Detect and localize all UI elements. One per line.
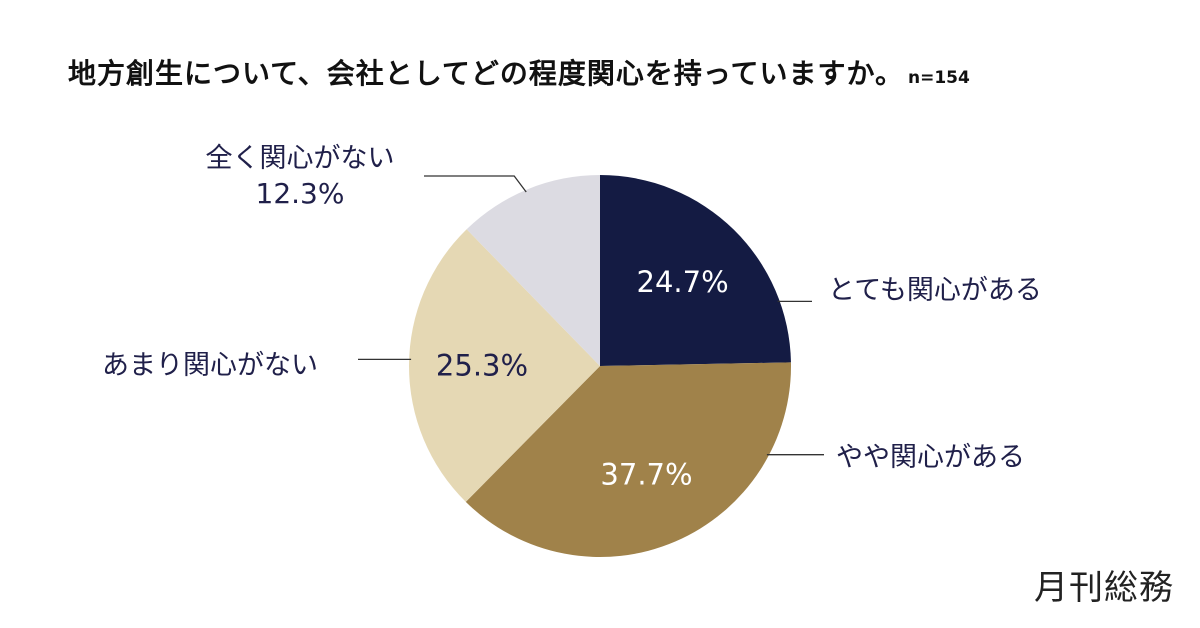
pie-slice-not-very-interested (409, 229, 600, 502)
slice-value-label-somewhat-interested: 37.7% (600, 457, 692, 491)
brand-logo: 月刊総務 (1034, 568, 1174, 608)
slice-label-not-interested: 全く関心がない 12.3% (190, 142, 410, 211)
chart-title-text: 地方創生について、会社としてどの程度関心を持っていますか。 (68, 57, 904, 90)
leader-line-not-interested (424, 175, 527, 193)
pie-slice-not-interested (466, 175, 600, 366)
slice-label-text: やや関心がある (836, 442, 1025, 473)
slice-label-text: あまり関心がない (102, 350, 318, 381)
pie-slice-very-interested (600, 175, 791, 366)
slice-value-label-not-very-interested: 25.3% (436, 349, 528, 383)
pie-slice-somewhat-interested (465, 362, 792, 558)
slice-label-very-interested: とても関心がある (828, 274, 1042, 308)
slice-label-text: 全く関心がない (205, 143, 395, 174)
sample-size-note: n=154 (907, 68, 970, 88)
chart-title: 地方創生について、会社としてどの程度関心を持っていますか。 n=154 (68, 52, 970, 92)
slice-value-label-very-interested: 24.7% (637, 265, 729, 299)
slice-value-label-outside: 12.3% (255, 176, 345, 210)
slice-label-somewhat-interested: やや関心がある (836, 441, 1025, 475)
slice-label-text: とても関心がある (828, 275, 1042, 306)
slice-label-not-very-interested: あまり関心がない (102, 349, 318, 383)
